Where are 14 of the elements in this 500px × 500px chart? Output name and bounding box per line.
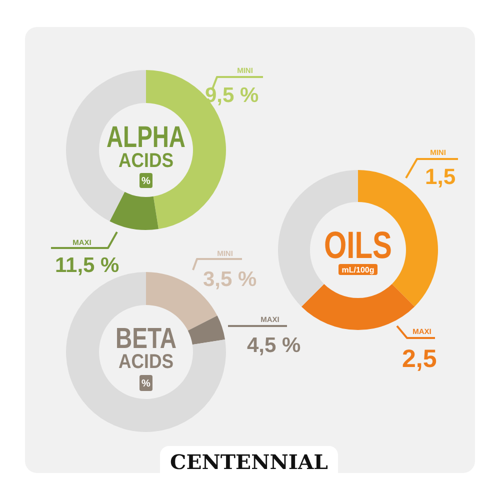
- donut-slice: [188, 316, 226, 345]
- text: 2,5: [402, 345, 437, 373]
- text: %: [142, 176, 151, 188]
- text: CENTENNIAL: [170, 450, 328, 474]
- text: OILS: [324, 225, 413, 267]
- text: mL/100g: [342, 265, 374, 274]
- text: 4,5 %: [247, 334, 302, 357]
- donut-slice: [110, 192, 159, 230]
- text: 3,5 %: [203, 268, 258, 291]
- text: %: [142, 378, 151, 390]
- text: 11,5 %: [55, 254, 120, 277]
- text: 9,5 %: [205, 84, 260, 107]
- donut-slice: [301, 284, 415, 330]
- text: 1,5: [425, 164, 456, 189]
